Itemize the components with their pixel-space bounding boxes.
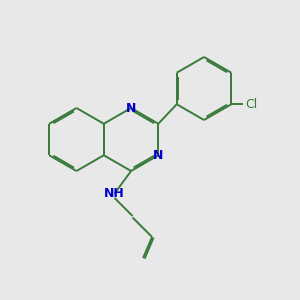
Text: N: N [153,149,164,162]
Text: N: N [126,101,136,115]
Text: Cl: Cl [245,98,257,111]
Text: NH: NH [104,187,125,200]
